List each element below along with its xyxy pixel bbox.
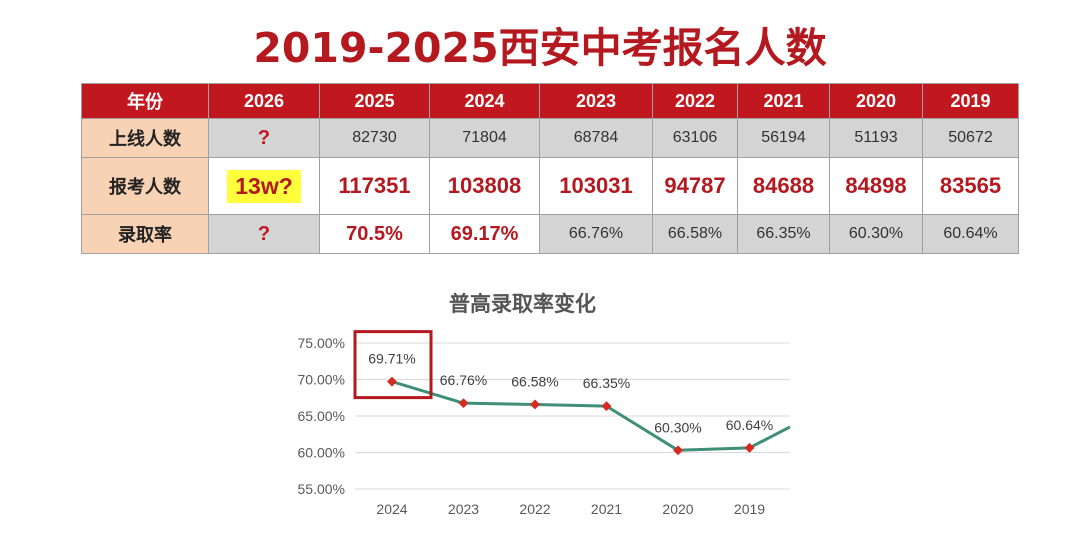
data-point	[458, 398, 469, 409]
x-tick-label: 2019	[734, 501, 765, 517]
table-row-rate: 录取率 ? 70.5% 69.17% 66.76% 66.58% 66.35% …	[81, 214, 1019, 254]
x-tick-label: 2021	[591, 501, 622, 517]
x-tick-label: 2022	[519, 501, 550, 517]
page-title: 2019-2025西安中考报名人数	[253, 24, 827, 72]
data-point	[387, 376, 397, 387]
data-label: 60.30%	[654, 419, 701, 435]
stats-table: 年份 2026 2025 2024 2023 2022 2021 2020 20…	[81, 83, 1019, 254]
header-year: 2020	[829, 83, 923, 119]
row-label: 录取率	[81, 214, 209, 254]
table-cell: 56194	[737, 118, 830, 158]
data-point	[530, 399, 540, 410]
table-cell: 94787	[652, 157, 738, 215]
table-cell: 82730	[319, 118, 430, 158]
table-cell: 84898	[829, 157, 923, 215]
highlight-box	[353, 330, 433, 400]
table-cell: 103808	[429, 157, 540, 215]
table-cell: ?	[208, 214, 320, 254]
x-tick-label: 2023	[448, 501, 479, 517]
header-year: 2024	[429, 83, 540, 119]
header-label: 年份	[81, 83, 209, 119]
table-cell: ?	[208, 118, 320, 158]
data-label: 60.64%	[726, 417, 773, 433]
header-year: 2026	[208, 83, 320, 119]
data-label: 66.35%	[583, 375, 630, 391]
x-tick-label: 2020	[662, 501, 693, 517]
data-point	[601, 401, 612, 412]
data-label: 66.58%	[511, 373, 558, 389]
row-label: 报考人数	[81, 157, 209, 215]
header-year: 2022	[652, 83, 738, 119]
table-cell: 70.5%	[319, 214, 430, 254]
highlighted-estimate: 13w?	[227, 169, 301, 203]
data-point	[744, 442, 755, 453]
y-tick-label: 55.00%	[298, 481, 345, 497]
table-cell: 51193	[829, 118, 923, 158]
data-point	[673, 445, 683, 456]
data-label: 69.71%	[368, 351, 415, 367]
table-cell: 66.76%	[539, 214, 653, 254]
table-cell: 66.58%	[652, 214, 738, 254]
table-cell: 71804	[429, 118, 540, 158]
table-cell: 66.35%	[737, 214, 830, 254]
y-tick-label: 70.00%	[298, 372, 345, 388]
header-year: 2023	[539, 83, 653, 119]
chart-title: 普高录取率变化	[449, 292, 596, 316]
table-cell: 69.17%	[429, 214, 540, 254]
y-tick-label: 65.00%	[298, 408, 345, 424]
data-label: 66.76%	[440, 372, 487, 388]
y-tick-label: 75.00%	[298, 335, 345, 351]
table-row-admitted: 上线人数 ? 82730 71804 68784 63106 56194 511…	[81, 118, 1019, 158]
table-header-row: 年份 2026 2025 2024 2023 2022 2021 2020 20…	[81, 83, 1019, 119]
table-cell: 60.30%	[829, 214, 923, 254]
header-year: 2019	[922, 83, 1019, 119]
row-label: 上线人数	[81, 118, 209, 158]
table-cell: 103031	[539, 157, 653, 215]
table-cell: 117351	[319, 157, 430, 215]
y-tick-label: 60.00%	[298, 445, 345, 461]
table-cell: 60.64%	[922, 214, 1019, 254]
table-cell: 50672	[922, 118, 1019, 158]
header-year: 2021	[737, 83, 830, 119]
x-tick-label: 2024	[376, 501, 407, 517]
